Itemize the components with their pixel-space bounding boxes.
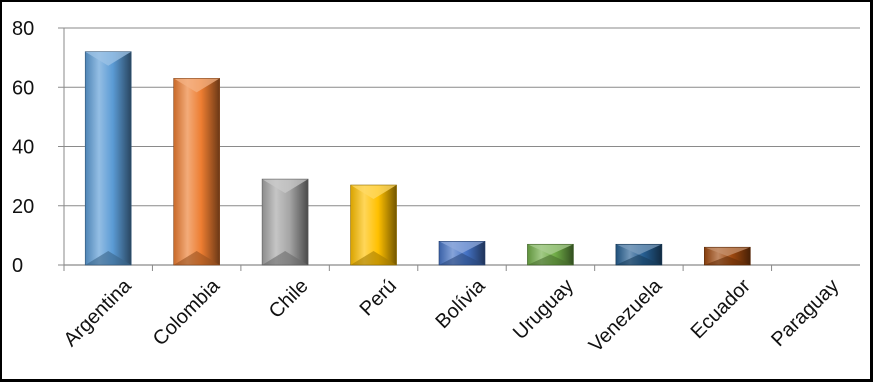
y-tick-label: 80 (12, 18, 34, 40)
x-category-labels: Argentina Colombia Chile Perú Bolívia Uruguay… (60, 274, 844, 356)
bar (527, 243, 574, 266)
bars (84, 51, 751, 266)
bar (84, 51, 132, 266)
y-tick-label: 60 (12, 77, 34, 99)
x-category-label: Bolívia (432, 274, 491, 333)
bar (704, 246, 751, 266)
bar (173, 78, 220, 266)
x-category-label: Argentina (60, 274, 137, 351)
bar (261, 178, 309, 266)
x-category-label: Uruguay (509, 275, 578, 344)
x-category-label: Colombia (149, 274, 225, 350)
x-category-label: Ecuador (687, 275, 755, 343)
x-category-label: Chile (265, 275, 313, 323)
y-tick-labels: 0 20 40 60 80 (12, 18, 34, 277)
bar (438, 241, 486, 266)
x-category-label: Perú (356, 275, 401, 320)
x-category-label: Venezuela (585, 274, 667, 356)
bar (350, 184, 397, 266)
bar (615, 243, 663, 266)
y-tick-label: 20 (12, 196, 34, 218)
x-category-label: Paraguay (767, 275, 843, 351)
y-tick-label: 0 (12, 255, 23, 277)
y-tick-label: 40 (12, 137, 34, 159)
